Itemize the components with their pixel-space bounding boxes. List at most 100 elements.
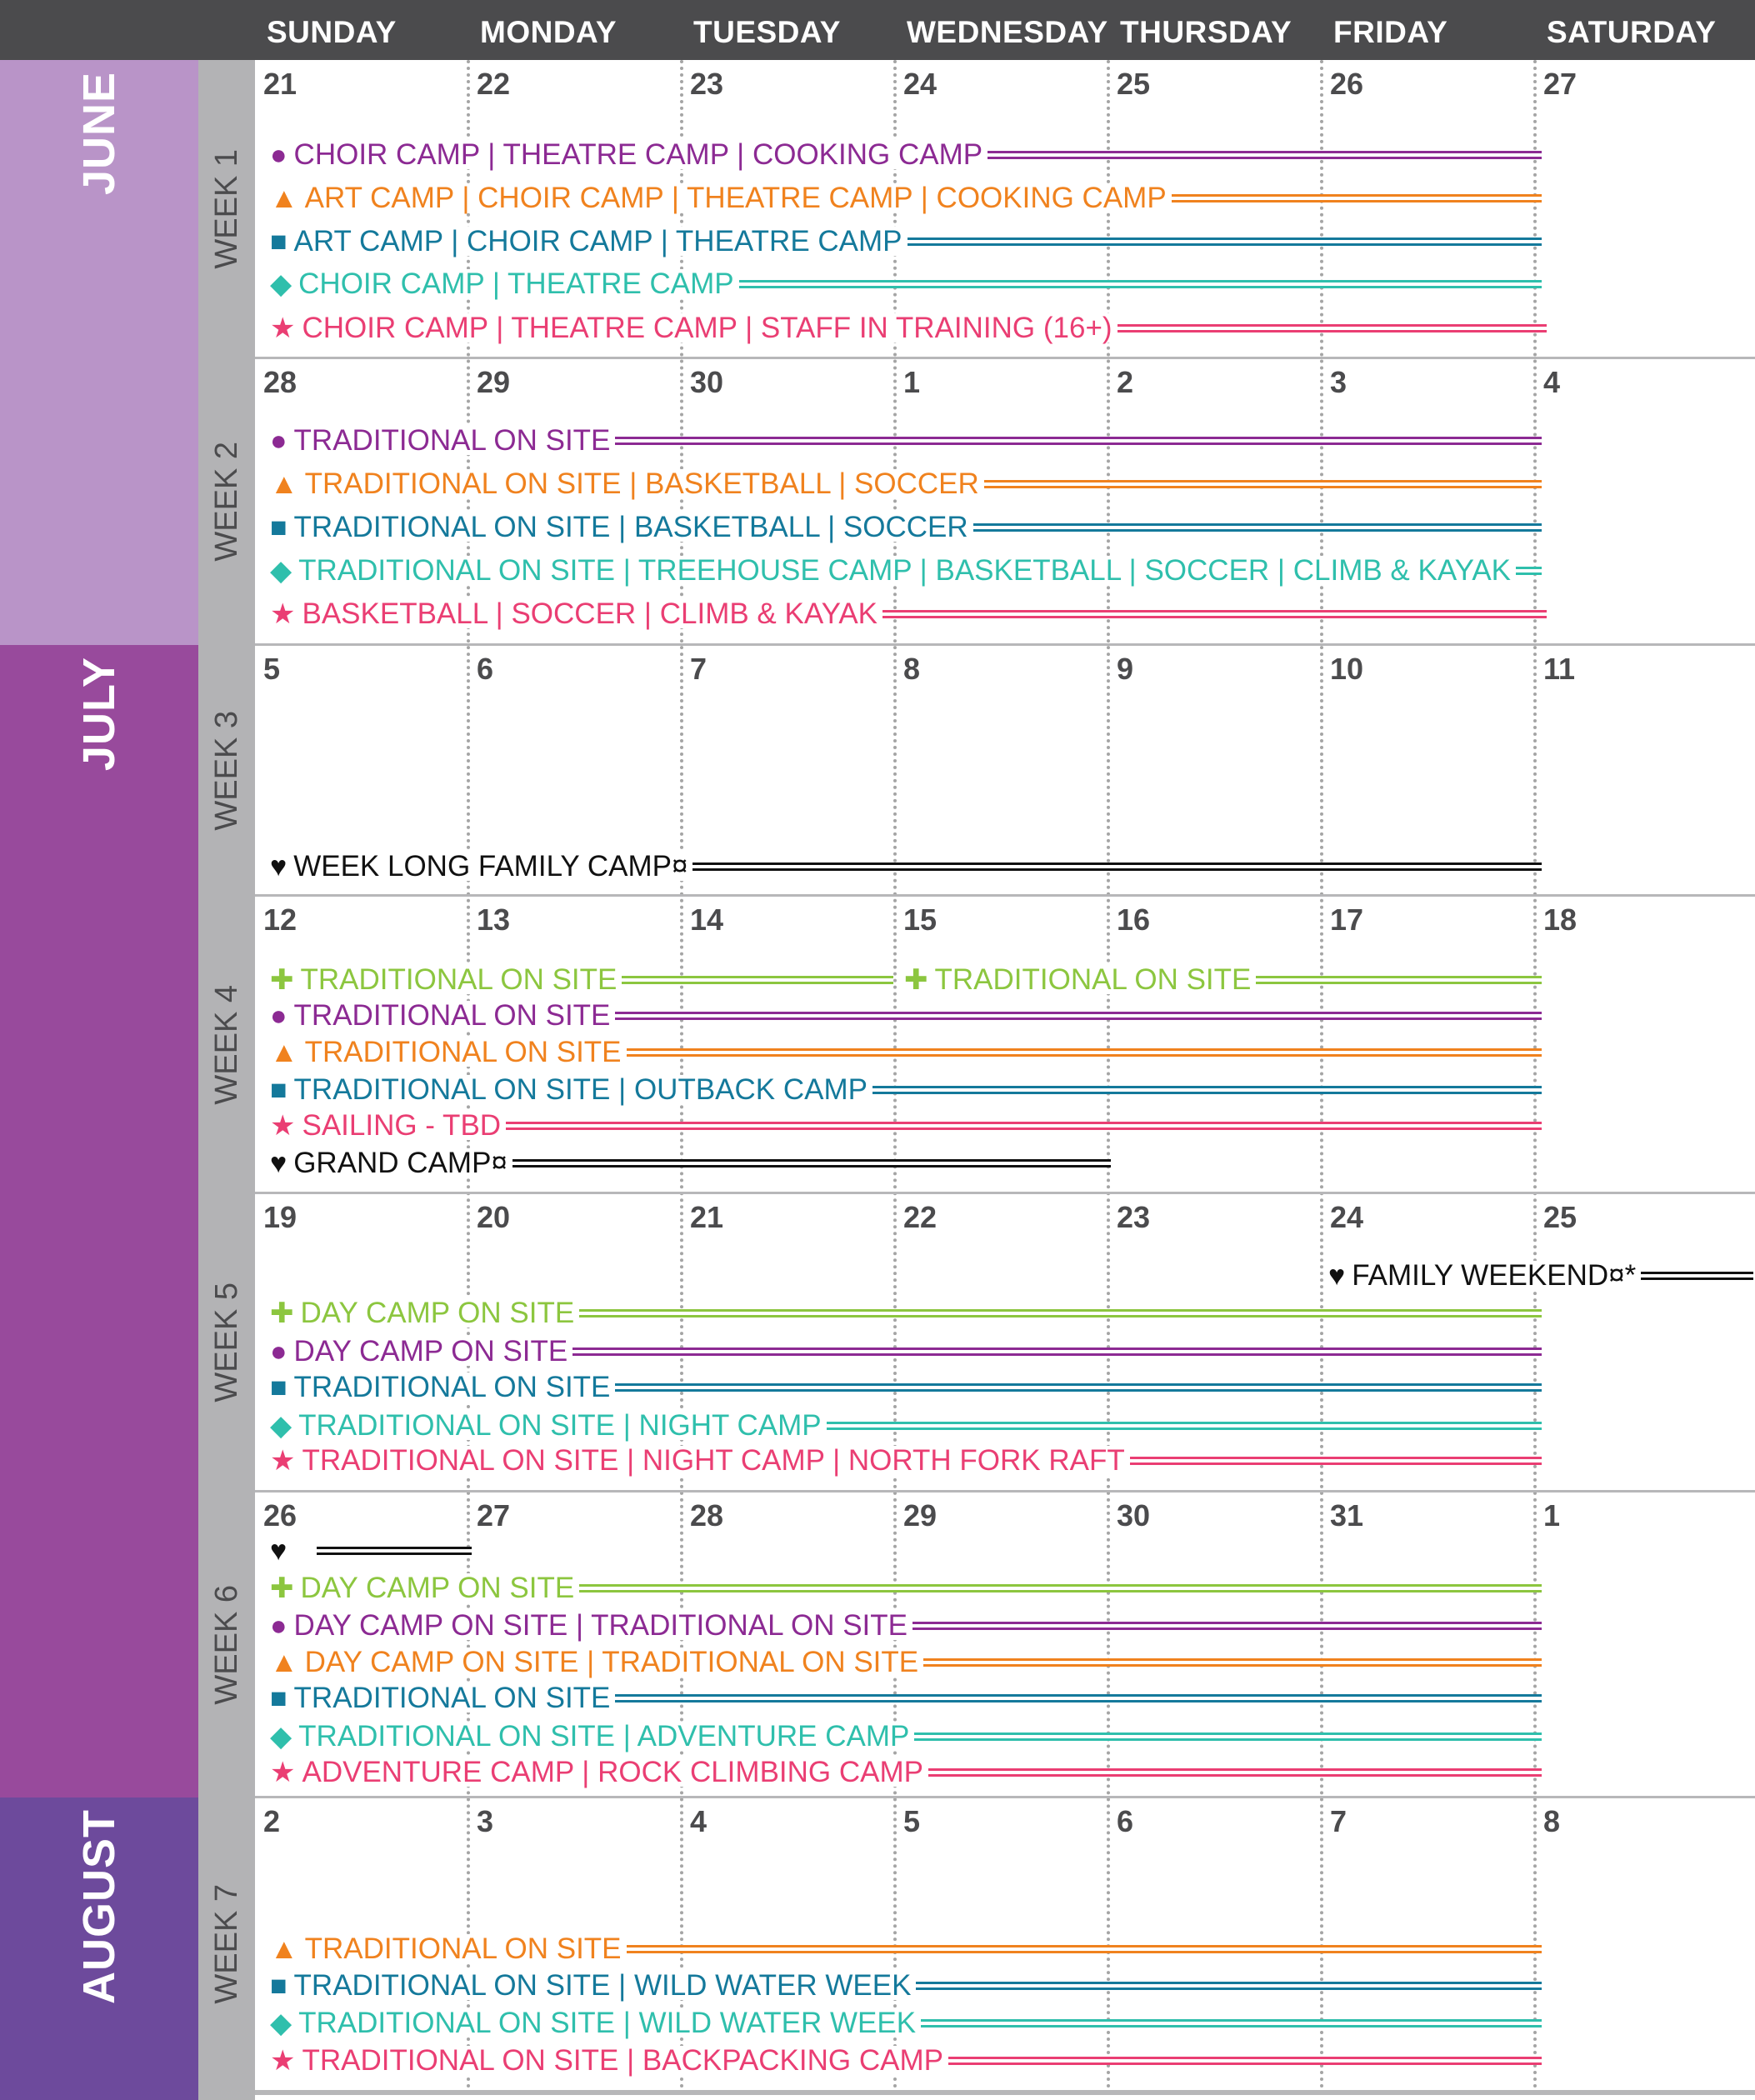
activity-bar bbox=[852, 1732, 1542, 1741]
activity-item: ★ TRADITIONAL ON SITE | NIGHT CAMP | NORT… bbox=[270, 1446, 1130, 1475]
activity-item: ◆ CHOIR CAMP | THEATRE CAMP bbox=[270, 269, 739, 298]
activity-label: TRADITIONAL ON SITE bbox=[934, 963, 1252, 996]
activity-item: ◆ TRADITIONAL ON SITE | NIGHT CAMP bbox=[270, 1411, 827, 1440]
date-cell: 30 bbox=[1117, 1498, 1151, 1532]
date-cell: 26 bbox=[263, 1498, 298, 1532]
month-band-july: JULY bbox=[0, 645, 198, 1798]
activity-bar bbox=[546, 1309, 1542, 1318]
activity-bar bbox=[662, 862, 1542, 871]
star-icon: ★ bbox=[270, 1445, 296, 1477]
week-label-text: WEEK 4 bbox=[208, 984, 244, 1105]
date-cell: 21 bbox=[690, 1200, 724, 1234]
activity-bar bbox=[546, 1348, 1542, 1356]
activity-bar bbox=[512, 1159, 1111, 1168]
activity-label: TRADITIONAL ON SITE | TREEHOUSE CAMP | B… bbox=[298, 554, 1512, 587]
date-cell: 7 bbox=[1330, 1804, 1348, 1838]
star-icon: ★ bbox=[270, 1110, 296, 1142]
heart-icon: ♥ bbox=[270, 851, 288, 882]
week-label-text: WEEK 3 bbox=[208, 710, 244, 831]
activity-label: TRADITIONAL ON SITE bbox=[293, 1371, 611, 1403]
week-label-4: WEEK 4 bbox=[198, 896, 255, 1193]
activity-label: ART CAMP | CHOIR CAMP | THEATRE CAMP | C… bbox=[304, 182, 1167, 214]
date-cell: 9 bbox=[1117, 652, 1134, 686]
week-label-5: WEEK 5 bbox=[198, 1193, 255, 1492]
week-divider bbox=[255, 1490, 1755, 1492]
activity-label: CHOIR CAMP | THEATRE CAMP | STAFF IN TRA… bbox=[302, 312, 1112, 344]
activity-label: TRADITIONAL ON SITE | NIGHT CAMP | NORTH… bbox=[302, 1444, 1125, 1477]
date-cell: 18 bbox=[1543, 902, 1578, 937]
circle-icon: ● bbox=[270, 425, 288, 457]
date-cell: 19 bbox=[263, 1200, 298, 1234]
date-cell: 17 bbox=[1330, 902, 1364, 937]
date-cell: 27 bbox=[477, 1498, 511, 1532]
activity-item: ♥ bbox=[270, 1536, 299, 1565]
activity-label: TRADITIONAL ON SITE | NIGHT CAMP bbox=[298, 1409, 822, 1442]
activity-bar bbox=[1635, 1272, 1753, 1280]
activity-bar bbox=[700, 280, 1542, 288]
activity-bar bbox=[585, 1012, 1542, 1020]
date-cell: 5 bbox=[903, 1804, 921, 1838]
activity-item: ✚ DAY CAMP ON SITE bbox=[270, 1572, 580, 1604]
date-cell: 11 bbox=[1543, 652, 1576, 686]
activity-item: ▲ ART CAMP | CHOIR CAMP | THEATRE CAMP | … bbox=[270, 183, 1172, 212]
week-label-6: WEEK 6 bbox=[198, 1492, 255, 1798]
square-icon: ■ bbox=[270, 512, 288, 543]
date-cell: 21 bbox=[263, 67, 298, 101]
activity-label: TRADITIONAL ON SITE | BASKETBALL | SOCCE… bbox=[293, 511, 968, 543]
week-divider bbox=[255, 894, 1755, 897]
activity-item: ● TRADITIONAL ON SITE bbox=[270, 1000, 616, 1032]
activity-bar bbox=[585, 976, 893, 984]
date-cell: 3 bbox=[477, 1804, 494, 1838]
day-name-sunday: SUNDAY bbox=[267, 15, 397, 49]
activity-bar bbox=[585, 1048, 1542, 1057]
activity-label: TRADITIONAL ON SITE | WILD WATER WEEK bbox=[298, 2007, 917, 2039]
activity-bar bbox=[872, 2057, 1542, 2065]
month-band-august: AUGUST bbox=[0, 1798, 198, 2100]
activity-bar bbox=[585, 1383, 1542, 1392]
activity-item: ▲ TRADITIONAL ON SITE | BASKETBALL | SOCC… bbox=[270, 469, 984, 498]
week-divider bbox=[255, 357, 1755, 359]
square-icon: ■ bbox=[270, 1682, 288, 1714]
triangle-icon: ▲ bbox=[270, 1037, 298, 1068]
date-cell: 22 bbox=[477, 67, 511, 101]
activity-bar bbox=[817, 1086, 1542, 1094]
date-cell: 3 bbox=[1330, 365, 1348, 399]
diamond-icon: ◆ bbox=[270, 2008, 292, 2039]
date-cell: 12 bbox=[263, 902, 298, 937]
circle-icon: ● bbox=[270, 1610, 288, 1642]
activity-item: ● TRADITIONAL ON SITE bbox=[270, 425, 616, 457]
week-label-text: WEEK 6 bbox=[208, 1584, 244, 1705]
activity-item: ▲ DAY CAMP ON SITE | TRADITIONAL ON SITE bbox=[270, 1648, 924, 1677]
activity-label: WEEK LONG FAMILY CAMP¤ bbox=[293, 850, 688, 882]
activity-bar bbox=[852, 238, 1542, 246]
day-name-monday: MONDAY bbox=[480, 15, 618, 49]
circle-icon: ● bbox=[270, 1000, 288, 1032]
activity-label: TRADITIONAL ON SITE | BACKPACKING CAMP bbox=[302, 2044, 943, 2077]
square-icon: ■ bbox=[270, 1970, 288, 2002]
activity-item: ■ TRADITIONAL ON SITE | BASKETBALL | SOCC… bbox=[270, 512, 973, 542]
date-cell: 28 bbox=[263, 365, 298, 399]
activity-bar bbox=[1017, 324, 1547, 332]
cross-icon: ✚ bbox=[270, 1572, 294, 1604]
date-cell: 1 bbox=[903, 365, 921, 399]
activity-bar bbox=[317, 1547, 472, 1555]
diamond-icon: ◆ bbox=[270, 268, 292, 300]
activity-item: ■ ART CAMP | CHOIR CAMP | THEATRE CAMP bbox=[270, 227, 908, 256]
heart-icon: ♥ bbox=[1328, 1260, 1346, 1292]
day-name-saturday: SATURDAY bbox=[1547, 15, 1717, 49]
date-cell: 23 bbox=[1117, 1200, 1151, 1234]
date-cell: 29 bbox=[477, 365, 511, 399]
activity-bar bbox=[833, 1982, 1542, 1990]
date-cell: 15 bbox=[903, 902, 938, 937]
month-label: AUGUST bbox=[74, 1809, 124, 2004]
day-separator bbox=[1107, 60, 1110, 2090]
date-cell: 4 bbox=[1543, 365, 1561, 399]
activity-bar bbox=[775, 1422, 1542, 1430]
week-divider bbox=[255, 643, 1755, 646]
date-cell: 25 bbox=[1117, 67, 1151, 101]
activity-bar bbox=[889, 480, 1542, 488]
date-cell: 14 bbox=[690, 902, 724, 937]
day-separator bbox=[1533, 60, 1537, 2090]
activity-item: ✚ TRADITIONAL ON SITE bbox=[270, 965, 622, 994]
circle-icon: ● bbox=[270, 1336, 288, 1368]
